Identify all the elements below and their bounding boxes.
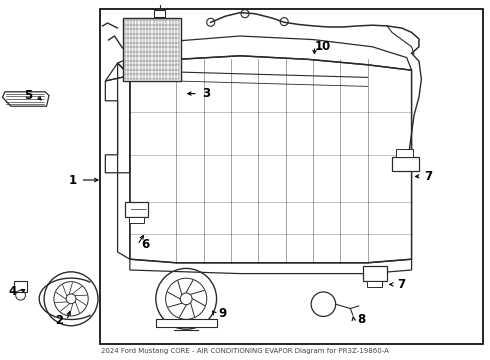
Bar [129,217,144,223]
Text: 5: 5 [24,89,32,102]
Text: 2024 Ford Mustang CORE - AIR CONDITIONING EVAPOR Diagram for PR3Z-19860-A: 2024 Ford Mustang CORE - AIR CONDITIONIN… [101,348,389,354]
Text: 2: 2 [55,314,63,327]
Text: 10: 10 [314,40,331,53]
Circle shape [66,294,76,304]
Text: 9: 9 [219,307,227,320]
Text: 6: 6 [142,238,149,251]
Bar [14,281,27,292]
Text: 7: 7 [425,170,433,183]
Text: 7: 7 [398,278,406,291]
Bar [392,157,419,171]
Text: 4: 4 [8,285,16,298]
Text: 3: 3 [202,87,210,100]
Bar [154,10,165,17]
Bar [125,202,148,217]
Bar [122,18,181,81]
Bar [396,149,413,157]
Bar [100,9,483,344]
Bar [363,266,387,281]
Text: 1: 1 [69,174,76,186]
Text: 8: 8 [358,313,366,326]
Bar [367,281,382,287]
Bar [156,319,217,327]
Circle shape [180,293,192,305]
